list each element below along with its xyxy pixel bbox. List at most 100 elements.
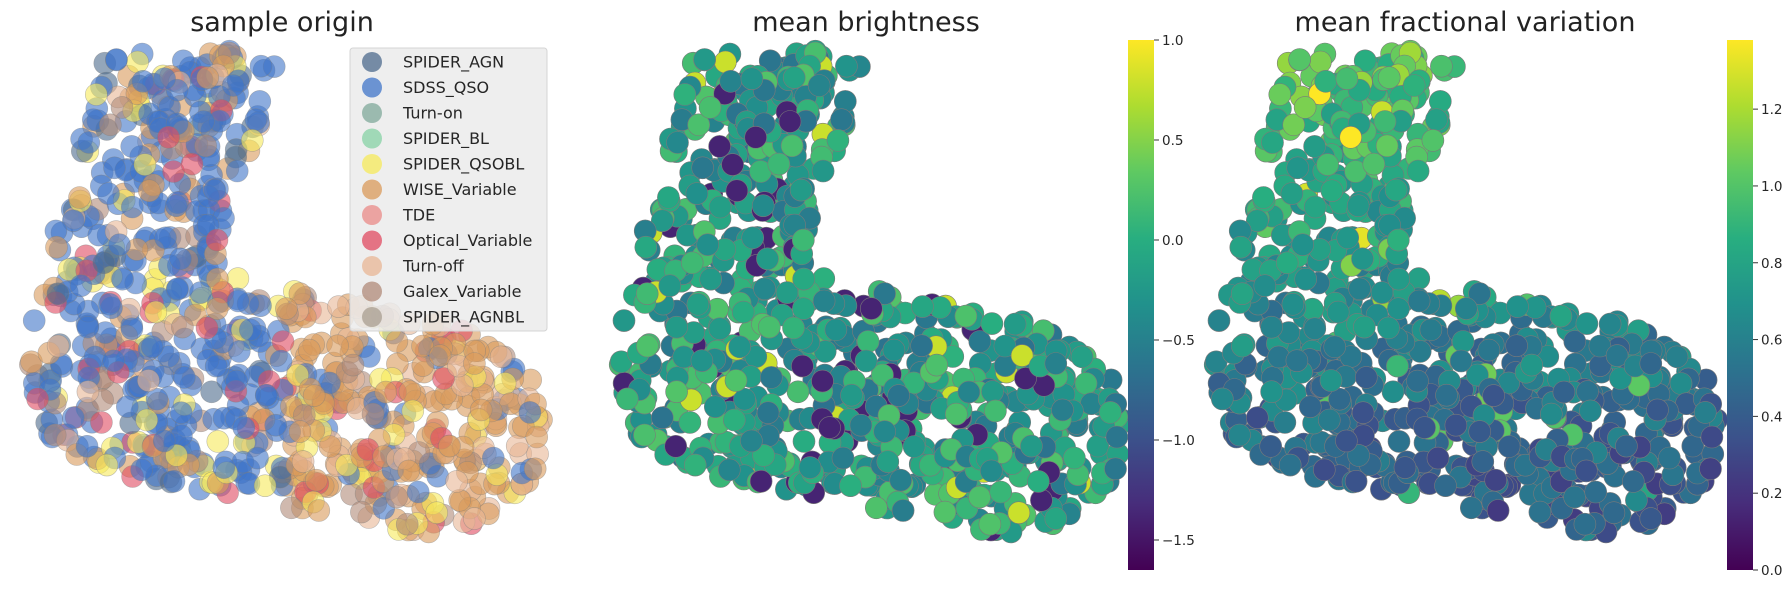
scatter-point — [22, 309, 46, 332]
scatter-point — [1575, 459, 1598, 483]
colorbar: 1.2 1.0 0.8 0.6 0.4 0.2 0.0 — [1727, 40, 1782, 579]
scatter-point — [968, 485, 991, 509]
scatter-point — [463, 507, 486, 530]
scatter-point — [1549, 304, 1573, 328]
scatter-point — [685, 182, 709, 205]
scatter-point — [1381, 380, 1405, 404]
scatter-point — [493, 372, 517, 395]
scatter-point — [126, 50, 149, 74]
scatter-point — [978, 512, 1002, 536]
scatter-point — [1413, 416, 1436, 439]
scatter-point — [1505, 334, 1528, 358]
scatter-point — [708, 195, 732, 219]
scatter-point — [725, 179, 749, 202]
scatter-point — [302, 384, 326, 407]
scatter-point — [1665, 345, 1689, 369]
scatter-point — [1268, 83, 1292, 106]
scatter-point — [740, 429, 763, 453]
colorbar-tick-label: 1.0 — [1761, 179, 1782, 195]
scatter-point — [944, 402, 968, 426]
scatter-point — [232, 416, 256, 439]
scatter-point — [1323, 335, 1346, 359]
scatter-point — [708, 135, 731, 158]
scatter-point — [925, 353, 949, 377]
scatter-point — [463, 352, 486, 375]
scatter-point — [1318, 408, 1341, 432]
scatter-point — [1406, 159, 1430, 183]
scatter-point — [385, 485, 409, 509]
scatter-point — [401, 399, 425, 423]
scatter-point — [1320, 179, 1344, 202]
scatter-point — [505, 434, 529, 458]
scatter-point — [1303, 195, 1327, 219]
scatter-point — [811, 369, 834, 393]
scatter-point — [397, 459, 421, 483]
scatter-point — [341, 353, 365, 377]
scatter-point — [1228, 423, 1251, 447]
scatter-point — [1275, 251, 1299, 275]
scatter-point — [138, 179, 161, 202]
colorbar-gradient — [1128, 40, 1154, 570]
legend-marker — [362, 52, 382, 72]
scatter-point — [658, 274, 682, 298]
scatter-point — [1316, 153, 1339, 176]
scatter-point — [1646, 398, 1669, 422]
legend-marker — [362, 205, 382, 225]
legend-label: Galex_Variable — [403, 282, 521, 302]
scatter-point — [102, 349, 125, 373]
scatter-point — [1444, 413, 1468, 437]
scatter-point — [882, 338, 906, 362]
scatter-point — [1299, 395, 1322, 419]
scatter-point — [77, 131, 101, 154]
legend-label: SPIDER_BL — [403, 129, 489, 149]
scatter-point — [152, 429, 176, 453]
scatter-point — [835, 54, 858, 78]
scatter-point — [1575, 312, 1599, 335]
scatter-point — [108, 233, 131, 256]
scatter-point — [1584, 480, 1607, 504]
legend-marker — [362, 103, 382, 123]
colorbar-tick-label: 0.5 — [1162, 133, 1183, 149]
scatter-point — [103, 156, 126, 180]
scatter-point — [1563, 485, 1586, 509]
scatter-point — [1435, 383, 1458, 407]
scatter-point — [683, 453, 707, 477]
scatter-point — [1407, 289, 1431, 313]
scatter-point — [993, 334, 1017, 358]
scatter-point — [135, 408, 158, 432]
scatter-point — [1625, 488, 1648, 512]
scatter-point — [1211, 387, 1234, 411]
scatter-point — [859, 297, 883, 320]
scatter-point — [76, 380, 100, 404]
scatter-point — [133, 153, 157, 176]
legend-label: SPIDER_QSOBL — [403, 155, 524, 175]
scatter-point — [1615, 434, 1638, 458]
scatter-point — [1319, 369, 1343, 392]
scatter-point — [1563, 330, 1587, 353]
scatter-point — [756, 247, 779, 271]
scatter-point — [1309, 50, 1332, 74]
legend-label: TDE — [402, 206, 435, 225]
colorbar-tick-label: 0.0 — [1162, 233, 1183, 249]
scatter-point — [887, 384, 910, 407]
legend-marker — [362, 179, 382, 200]
scatter-point — [673, 83, 697, 106]
colorbar-tick-label: −0.5 — [1162, 333, 1195, 349]
scatter-point — [665, 380, 688, 404]
scatter-point — [634, 235, 658, 259]
scatter-point — [780, 134, 804, 158]
scatter-point — [212, 456, 236, 479]
panel-title: sample origin — [190, 7, 374, 38]
scatter-point — [721, 153, 744, 176]
scatter-point — [698, 96, 722, 119]
scatter-point — [46, 334, 70, 358]
scatter-point — [703, 395, 727, 419]
scatter-points — [1203, 39, 1728, 544]
scatter-point — [518, 401, 542, 424]
scatter-point — [731, 300, 755, 324]
scatter-point — [782, 316, 805, 340]
scatter-point — [957, 380, 981, 404]
scatter-point — [1105, 425, 1129, 449]
scatter-point — [767, 152, 791, 176]
